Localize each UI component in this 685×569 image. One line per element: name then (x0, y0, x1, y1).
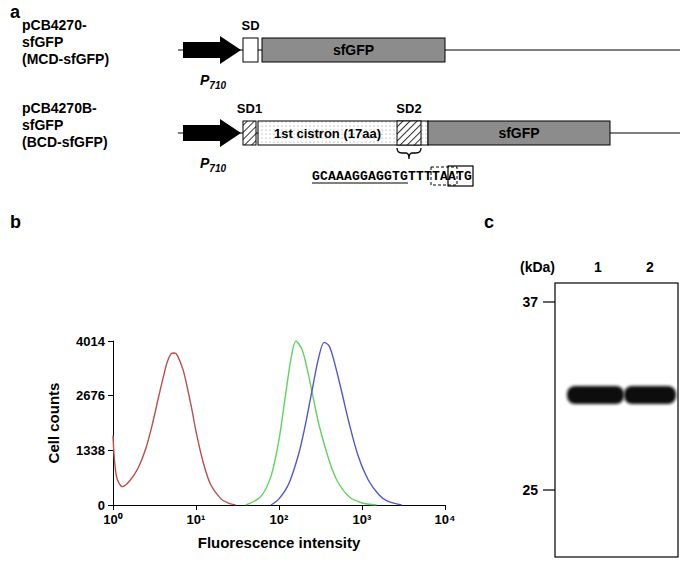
svg-text:2: 2 (646, 259, 654, 275)
svg-text:25: 25 (522, 482, 538, 498)
svg-text:10³: 10³ (353, 512, 372, 527)
svg-text:A: A (344, 169, 352, 184)
svg-text:P710: P710 (200, 155, 226, 174)
svg-text:a: a (10, 2, 21, 22)
svg-text:A: A (336, 169, 344, 184)
svg-text:A: A (328, 169, 336, 184)
svg-text:P710: P710 (200, 72, 226, 91)
svg-text:sfGFP: sfGFP (498, 125, 539, 141)
svg-text:G: G (384, 169, 392, 184)
svg-text:10¹: 10¹ (187, 512, 206, 527)
svg-text:G: G (464, 169, 472, 184)
svg-text:Fluorescence intensity: Fluorescence intensity (198, 534, 361, 551)
svg-text:sfGFP: sfGFP (22, 34, 63, 50)
svg-text:Cell counts: Cell counts (45, 383, 62, 464)
svg-text:A: A (448, 169, 456, 184)
svg-text:(MCD-sfGFP): (MCD-sfGFP) (22, 51, 109, 67)
svg-text:A: A (440, 169, 448, 184)
svg-text:1338: 1338 (76, 443, 105, 458)
svg-text:pCB4270B-: pCB4270B- (22, 100, 97, 116)
svg-text:10⁴: 10⁴ (435, 512, 456, 527)
svg-text:10⁰: 10⁰ (103, 512, 122, 527)
svg-text:sfGFP: sfGFP (333, 42, 374, 58)
svg-text:pCB4270-: pCB4270- (22, 17, 87, 33)
svg-text:G: G (376, 169, 384, 184)
svg-text:b: b (10, 212, 21, 232)
svg-text:T: T (456, 169, 464, 184)
svg-text:C: C (320, 169, 328, 184)
svg-text:SD: SD (241, 18, 259, 33)
svg-text:G: G (360, 169, 368, 184)
svg-text:G: G (400, 169, 408, 184)
svg-text:T: T (432, 169, 440, 184)
svg-text:SD2: SD2 (396, 101, 421, 116)
svg-text:SD1: SD1 (237, 101, 262, 116)
svg-text:T: T (408, 169, 416, 184)
svg-text:c: c (484, 212, 494, 232)
svg-text:T: T (392, 169, 400, 184)
svg-text:(BCD-sfGFP): (BCD-sfGFP) (22, 134, 108, 150)
svg-text:G: G (352, 169, 360, 184)
svg-text:G: G (312, 169, 320, 184)
svg-text:T: T (416, 169, 424, 184)
svg-text:1st cistron (17aa): 1st cistron (17aa) (274, 126, 381, 141)
svg-text:(kDa): (kDa) (520, 259, 555, 275)
svg-text:1: 1 (594, 259, 602, 275)
svg-text:4014: 4014 (76, 334, 106, 349)
svg-text:A: A (368, 169, 376, 184)
svg-text:10²: 10² (270, 512, 289, 527)
svg-text:T: T (424, 169, 432, 184)
svg-text:2676: 2676 (76, 388, 105, 403)
svg-text:sfGFP: sfGFP (22, 117, 63, 133)
svg-text:0: 0 (98, 498, 105, 513)
svg-text:37: 37 (522, 294, 538, 310)
